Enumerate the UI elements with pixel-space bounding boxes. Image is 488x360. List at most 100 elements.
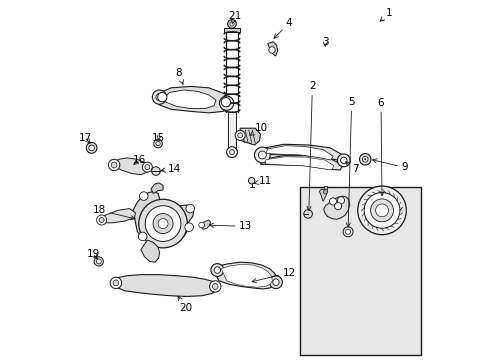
Circle shape (151, 167, 160, 175)
Text: 13: 13 (209, 221, 252, 231)
Circle shape (227, 19, 236, 28)
Circle shape (364, 193, 399, 228)
Circle shape (229, 150, 234, 155)
Circle shape (99, 217, 104, 222)
Circle shape (86, 143, 97, 153)
Text: 8: 8 (175, 68, 183, 84)
Circle shape (110, 277, 122, 289)
Text: 1: 1 (379, 8, 392, 21)
Circle shape (334, 203, 341, 210)
Circle shape (212, 284, 218, 289)
Circle shape (214, 267, 220, 273)
Text: 11: 11 (254, 176, 271, 186)
Text: 18: 18 (93, 205, 135, 220)
Text: 7: 7 (345, 162, 358, 174)
Circle shape (210, 264, 224, 276)
Circle shape (96, 259, 101, 264)
Circle shape (139, 192, 148, 201)
Text: 21: 21 (227, 12, 241, 24)
Circle shape (303, 210, 312, 218)
Circle shape (272, 279, 279, 285)
Circle shape (221, 98, 230, 107)
Polygon shape (151, 183, 163, 194)
Circle shape (145, 206, 181, 242)
Polygon shape (239, 128, 260, 145)
Circle shape (138, 232, 147, 241)
Circle shape (153, 139, 162, 148)
Polygon shape (156, 86, 229, 113)
Circle shape (111, 162, 117, 168)
Circle shape (152, 90, 166, 104)
Circle shape (184, 223, 193, 231)
Circle shape (153, 213, 173, 234)
Circle shape (337, 154, 349, 167)
Circle shape (157, 93, 166, 102)
Text: 19: 19 (87, 249, 100, 259)
Text: 9: 9 (372, 159, 407, 172)
Circle shape (156, 94, 163, 101)
Polygon shape (264, 157, 333, 170)
Circle shape (158, 219, 168, 229)
Circle shape (340, 157, 346, 163)
Polygon shape (224, 28, 240, 32)
Circle shape (144, 165, 149, 170)
Circle shape (94, 257, 103, 266)
Text: 17: 17 (79, 133, 92, 143)
Circle shape (268, 47, 275, 53)
Polygon shape (323, 196, 349, 219)
Circle shape (97, 215, 106, 225)
Circle shape (156, 141, 160, 146)
Circle shape (364, 158, 366, 160)
Circle shape (258, 151, 266, 159)
Circle shape (185, 204, 194, 213)
Polygon shape (201, 220, 210, 229)
Circle shape (254, 147, 270, 163)
Circle shape (337, 197, 344, 204)
Circle shape (343, 227, 352, 237)
Polygon shape (260, 144, 342, 160)
Text: 5: 5 (346, 97, 354, 227)
Circle shape (359, 154, 370, 165)
Text: 20: 20 (178, 296, 192, 313)
Circle shape (370, 199, 393, 222)
Circle shape (375, 204, 387, 217)
Polygon shape (319, 189, 326, 202)
Bar (299, 187, 421, 355)
Circle shape (248, 177, 254, 184)
Polygon shape (323, 186, 326, 191)
Circle shape (88, 145, 94, 151)
Circle shape (219, 96, 233, 111)
Polygon shape (165, 90, 216, 109)
Polygon shape (112, 158, 148, 175)
Circle shape (345, 229, 350, 234)
Circle shape (198, 222, 204, 228)
Polygon shape (221, 264, 272, 287)
Circle shape (142, 162, 152, 172)
Text: 4: 4 (273, 18, 292, 38)
Text: 16: 16 (132, 156, 145, 165)
Circle shape (229, 22, 234, 26)
Polygon shape (113, 275, 217, 296)
Text: 3: 3 (321, 37, 328, 48)
Circle shape (323, 190, 327, 194)
Circle shape (223, 100, 230, 107)
Circle shape (226, 147, 237, 157)
Circle shape (237, 133, 242, 138)
Circle shape (113, 280, 119, 286)
Text: 10: 10 (249, 123, 267, 135)
Circle shape (362, 157, 367, 162)
Polygon shape (215, 262, 277, 289)
Circle shape (209, 281, 221, 292)
Circle shape (269, 276, 282, 289)
Polygon shape (260, 156, 342, 170)
Polygon shape (228, 112, 235, 152)
Polygon shape (267, 42, 277, 56)
Text: 6: 6 (377, 98, 384, 195)
Circle shape (108, 159, 120, 171)
Text: 15: 15 (152, 133, 165, 143)
Circle shape (329, 198, 336, 205)
Text: 14: 14 (161, 163, 181, 174)
Circle shape (235, 130, 244, 140)
Polygon shape (265, 146, 332, 160)
Text: 12: 12 (252, 268, 295, 283)
